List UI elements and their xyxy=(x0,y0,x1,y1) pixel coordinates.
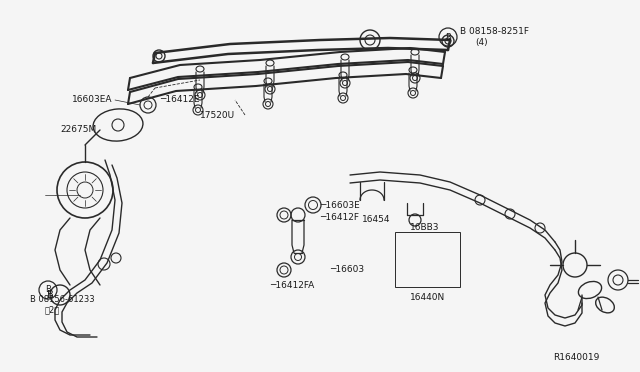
Text: 22675M: 22675M xyxy=(60,125,96,135)
Text: (4): (4) xyxy=(475,38,488,46)
Text: B 08156-61233: B 08156-61233 xyxy=(30,295,95,305)
Text: 16454: 16454 xyxy=(362,215,390,224)
Text: 17520U: 17520U xyxy=(200,110,235,119)
Text: 16BB3: 16BB3 xyxy=(410,224,440,232)
Text: ─16412FA: ─16412FA xyxy=(270,280,314,289)
Text: B: B xyxy=(45,285,51,295)
Text: B 08158-8251F: B 08158-8251F xyxy=(460,28,529,36)
Text: ─16412E: ─16412E xyxy=(160,96,200,105)
Text: R1640019: R1640019 xyxy=(554,353,600,362)
Text: 16603EA: 16603EA xyxy=(72,96,113,105)
Text: 16440N: 16440N xyxy=(410,294,445,302)
Text: B: B xyxy=(445,32,451,42)
Text: 〈2〉: 〈2〉 xyxy=(45,305,60,314)
Text: ─16603E: ─16603E xyxy=(320,201,360,209)
Bar xyxy=(395,232,460,287)
Text: B: B xyxy=(47,290,53,300)
Text: ─16603: ─16603 xyxy=(330,266,364,275)
Text: ─16412F: ─16412F xyxy=(320,214,359,222)
